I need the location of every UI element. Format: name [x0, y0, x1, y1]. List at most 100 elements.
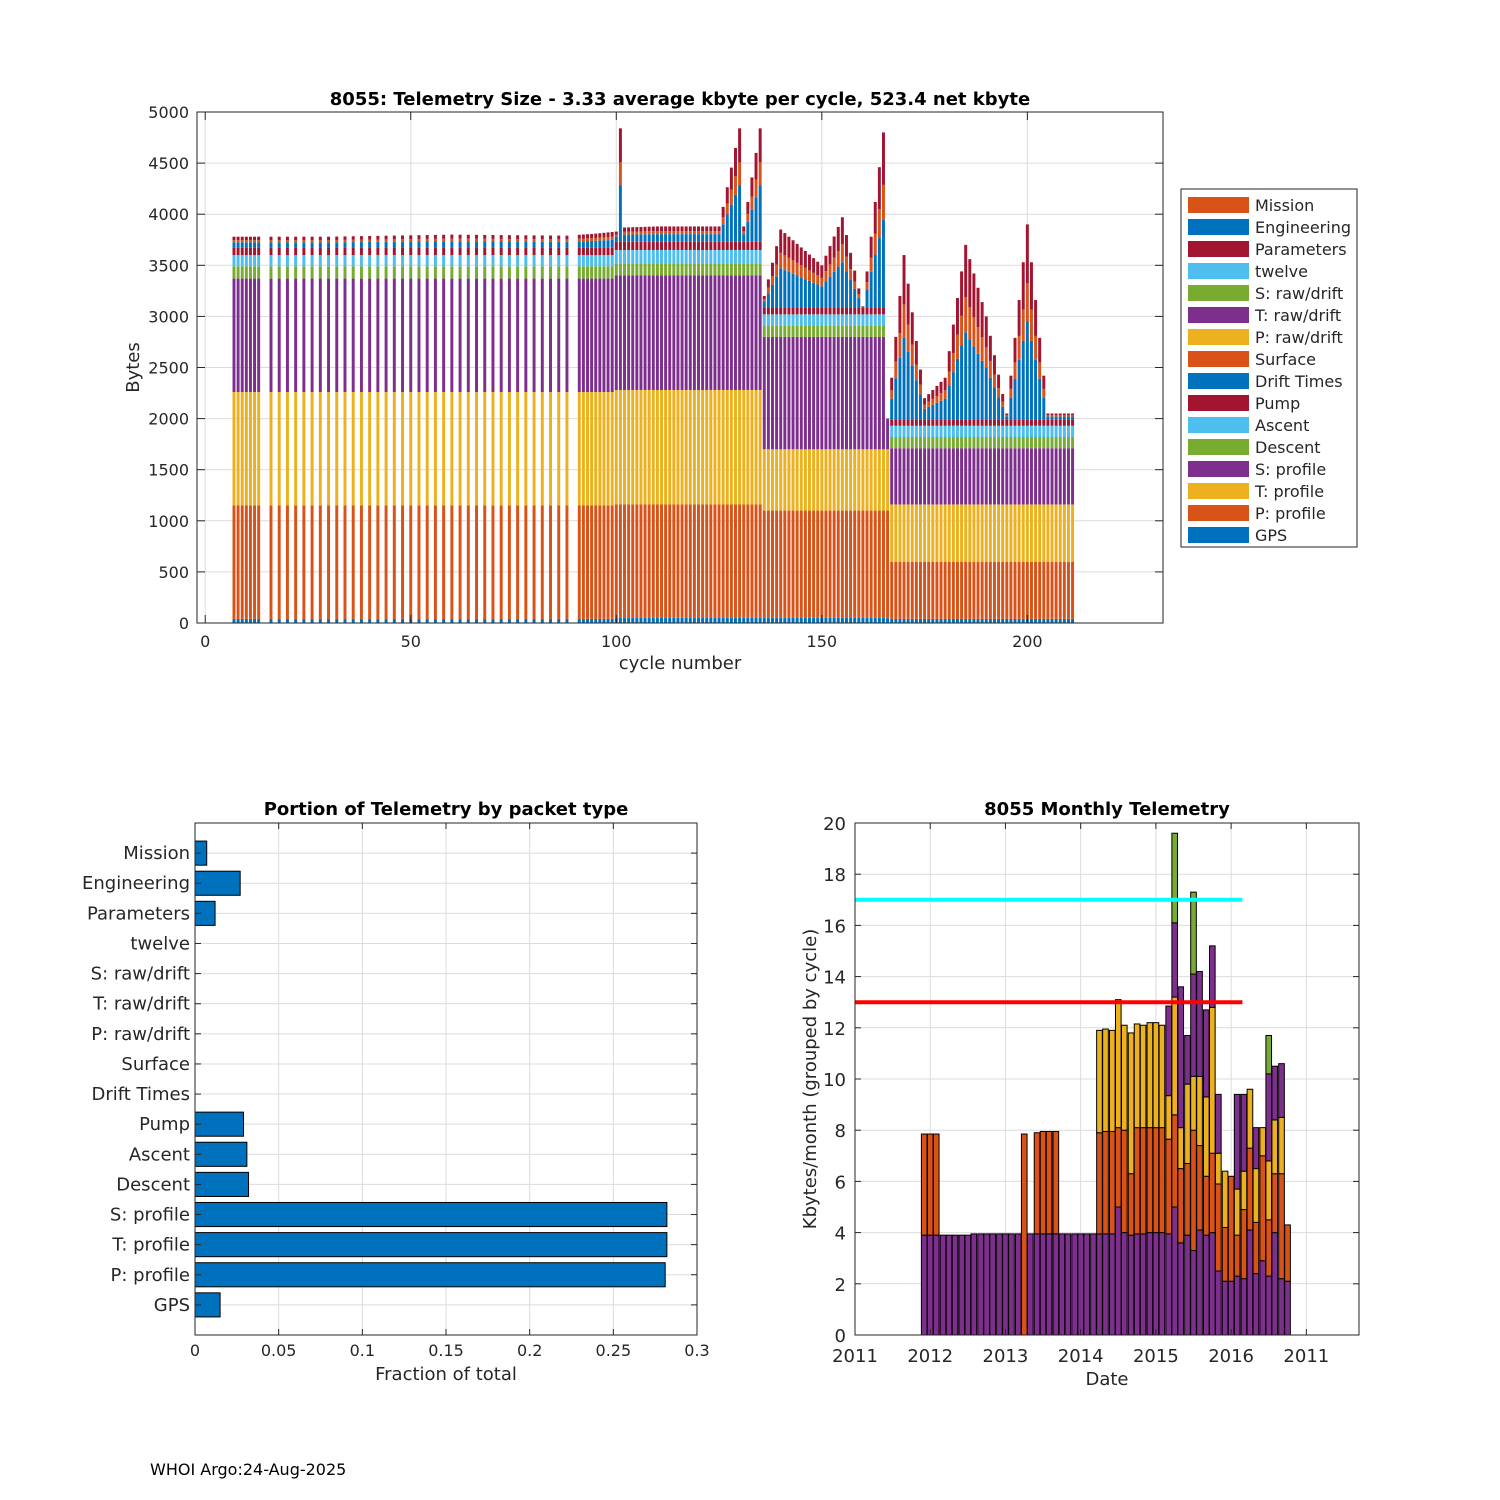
p3-xlabel: Date [1085, 1369, 1128, 1390]
cycle-bar-segment [738, 504, 742, 618]
cycle-bar-segment [988, 335, 992, 361]
cycle-bar-segment [458, 241, 462, 248]
cycle-bar-segment [392, 266, 396, 279]
cycle-bar-segment [955, 436, 959, 449]
cycle-bar-segment [577, 255, 581, 267]
cycle-bar-segment [466, 234, 470, 239]
cycle-bar-segment [277, 505, 281, 619]
cycle-bar-segment [1071, 413, 1075, 416]
cycle-bar-segment [655, 241, 659, 250]
p1-ytick-label: 5000 [148, 103, 189, 122]
cycle-bar-segment [1001, 394, 1005, 402]
p2-category-label: Drift Times [92, 1084, 191, 1105]
cycle-bar-segment [692, 389, 696, 505]
cycle-bar-segment [425, 238, 429, 242]
cycle-bar-segment [705, 617, 709, 623]
cycle-bar-segment [610, 231, 614, 237]
cycle-bar-segment [976, 425, 980, 437]
cycle-bar-segment [734, 617, 737, 623]
cycle-bar-segment [647, 234, 651, 242]
cycle-bar-segment [808, 617, 811, 623]
monthly-bar-segment [1045, 1130, 1053, 1235]
cycle-bar-segment [343, 236, 347, 240]
cycle-bar-segment [787, 271, 791, 308]
cycle-bar-segment [491, 278, 495, 393]
cycle-bar-segment [581, 505, 585, 619]
cycle-bar-segment [240, 618, 244, 623]
cycle-bar-segment [627, 275, 631, 390]
cycle-bar-segment [779, 510, 783, 618]
cycle-bar-segment [783, 325, 787, 337]
cycle-bar-segment [762, 299, 766, 302]
monthly-bar-segment [1165, 1095, 1173, 1140]
cycle-bar-segment [840, 262, 844, 308]
cycle-bar-segment [532, 278, 536, 393]
monthly-bar-segment [1008, 1233, 1015, 1336]
cycle-bar-segment [524, 247, 528, 256]
cycle-bar-segment [540, 278, 544, 393]
cycle-bar-segment [623, 234, 626, 242]
cycle-bar-segment [836, 449, 840, 511]
cycle-bar-segment [869, 325, 873, 337]
cycle-bar-segment [881, 449, 885, 511]
portion-bar [194, 1141, 248, 1167]
cycle-bar-segment [651, 275, 655, 390]
cycle-bar-segment [368, 505, 372, 619]
cycle-bar-segment [627, 227, 631, 232]
cycle-bar-segment [881, 132, 885, 185]
cycle-bar-segment [984, 347, 988, 369]
cycle-bar-segment [713, 226, 717, 232]
cycle-bar-segment [1013, 337, 1017, 363]
cycle-bar-segment [491, 247, 495, 256]
cycle-bar-segment [984, 561, 988, 619]
cycle-bar-segment [248, 266, 252, 279]
cycle-bar-segment [902, 436, 906, 449]
cycle-bar-segment [318, 618, 322, 623]
cycle-bar-segment [849, 510, 853, 618]
cycle-bar-segment [857, 336, 861, 450]
cycle-bar-segment [729, 167, 733, 190]
cycle-bar-segment [392, 618, 396, 623]
portion-bar [194, 870, 241, 896]
cycle-bar-segment [524, 618, 528, 623]
cycle-bar-segment [968, 425, 972, 437]
cycle-bar-segment [955, 425, 959, 437]
cycle-bar-segment [586, 247, 589, 256]
cycle-bar-segment [359, 266, 363, 279]
cycle-bar-segment [1054, 416, 1058, 420]
monthly-bar-segment [1271, 1173, 1279, 1234]
monthly-bar-segment [1184, 1234, 1191, 1336]
cycle-bar-segment [877, 336, 881, 450]
cycle-bar-segment [697, 231, 700, 235]
cycle-bar-segment [873, 233, 877, 255]
cycle-bar-segment [614, 275, 618, 390]
cycle-bar-segment [964, 244, 968, 298]
cycle-bar-segment [713, 241, 717, 250]
cycle-bar-segment [368, 278, 372, 393]
cycle-bar-segment [409, 278, 413, 393]
monthly-bar-segment [1227, 1175, 1235, 1282]
cycle-bar-segment [507, 618, 511, 623]
cycle-bar-segment [618, 504, 622, 618]
cycle-bar-segment [799, 325, 803, 337]
cycle-bar-segment [594, 278, 598, 393]
cycle-bar-segment [869, 236, 873, 258]
cycle-bar-segment [639, 249, 643, 264]
cycle-bar-segment [598, 266, 602, 279]
cycle-bar-segment [1001, 436, 1005, 449]
cycle-bar-segment [754, 275, 758, 390]
cycle-bar-segment [327, 242, 331, 248]
cycle-bar-segment [943, 561, 947, 619]
cycle-bar-segment [401, 255, 405, 267]
cycle-bar-segment [392, 241, 396, 248]
cycle-bar-segment [1062, 415, 1066, 417]
monthly-bar-segment [1171, 922, 1179, 998]
cycle-bar-segment [240, 392, 244, 506]
cycle-bar-segment [906, 425, 910, 437]
cycle-bar-segment [384, 505, 388, 619]
cycle-bar-segment [766, 279, 770, 288]
cycle-bar-segment [1025, 448, 1029, 505]
cycle-bar-segment [717, 617, 721, 623]
cycle-bar-segment [668, 504, 672, 618]
cycle-bar-segment [881, 314, 885, 326]
